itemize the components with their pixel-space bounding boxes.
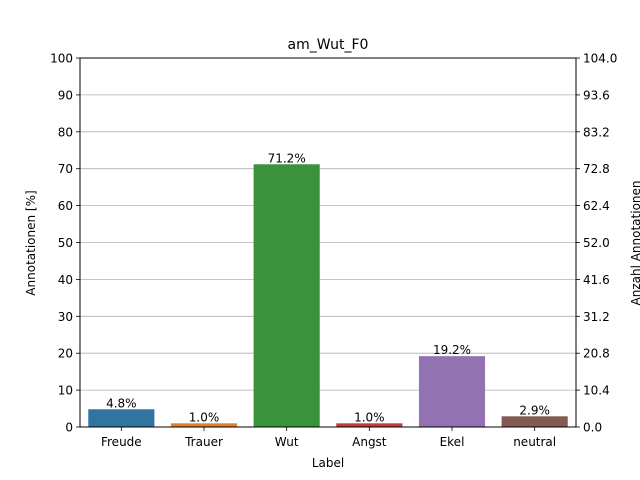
y-right-tick-label: 52.0	[583, 236, 610, 250]
y-tick-label: 80	[58, 125, 73, 139]
bar-value-label: 19.2%	[433, 343, 471, 357]
chart-title: am_Wut_F0	[288, 37, 369, 53]
y-right-tick-label: 104.0	[583, 52, 617, 66]
bar	[501, 416, 568, 427]
y-right-tick-label: 93.6	[583, 88, 610, 102]
y-right-tick-label: 83.2	[583, 125, 610, 139]
y-right-tick-label: 62.4	[583, 199, 610, 213]
y-tick-label: 70	[58, 162, 73, 176]
data-labels: 4.8% 1.0% 71.2% 1.0% 19.2% 2.9%	[106, 151, 550, 424]
bar-value-label: 1.0%	[354, 410, 385, 424]
bar-value-label: 1.0%	[189, 410, 220, 424]
x-axis: Freude Trauer Wut Angst Ekel neutral	[101, 427, 556, 449]
y-axis-right-label: Anzahl Annotationen	[629, 180, 640, 305]
y-right-tick-label: 10.4	[583, 384, 610, 398]
bar-value-label: 2.9%	[519, 403, 550, 417]
y-right-tick-label: 41.6	[583, 273, 610, 287]
y-tick-label: 0	[65, 421, 73, 435]
x-tick-label: Angst	[352, 435, 387, 449]
y-tick-label: 60	[58, 199, 73, 213]
y-tick-label: 30	[58, 310, 73, 324]
bar	[418, 356, 486, 427]
y-tick-label: 10	[58, 384, 73, 398]
bar	[170, 423, 238, 427]
bar	[253, 164, 320, 427]
y-right-tick-label: 72.8	[583, 162, 610, 176]
y-tick-label: 40	[58, 273, 73, 287]
y-axis-left: 0 10 20 30 40 50 60 70 80 90 100	[50, 52, 80, 435]
y-right-tick-label: 20.8	[583, 347, 610, 361]
x-tick-label: Trauer	[184, 435, 223, 449]
y-tick-label: 20	[58, 347, 73, 361]
bars	[88, 164, 568, 427]
bar-value-label: 71.2%	[268, 151, 306, 165]
x-tick-label: Ekel	[440, 435, 465, 449]
y-right-tick-label: 0.0	[583, 421, 602, 435]
y-axis-right: 0.0 10.4 20.8 31.2 41.6 52.0 62.4 72.8 83.2 93.6 1…	[576, 52, 617, 435]
bar	[88, 409, 155, 427]
gridlines	[80, 57, 576, 428]
y-axis-label: Annotationen [%]	[24, 190, 38, 295]
x-axis-label: Label	[312, 456, 344, 470]
x-tick-label: Wut	[275, 435, 299, 449]
y-tick-label: 100	[50, 52, 73, 66]
x-tick-label: neutral	[513, 435, 556, 449]
y-tick-label: 50	[58, 236, 73, 250]
bar	[336, 423, 403, 427]
bar-value-label: 4.8%	[106, 396, 137, 410]
x-tick-label: Freude	[101, 435, 142, 449]
y-right-tick-label: 31.2	[583, 310, 610, 324]
y-tick-label: 90	[58, 88, 73, 102]
